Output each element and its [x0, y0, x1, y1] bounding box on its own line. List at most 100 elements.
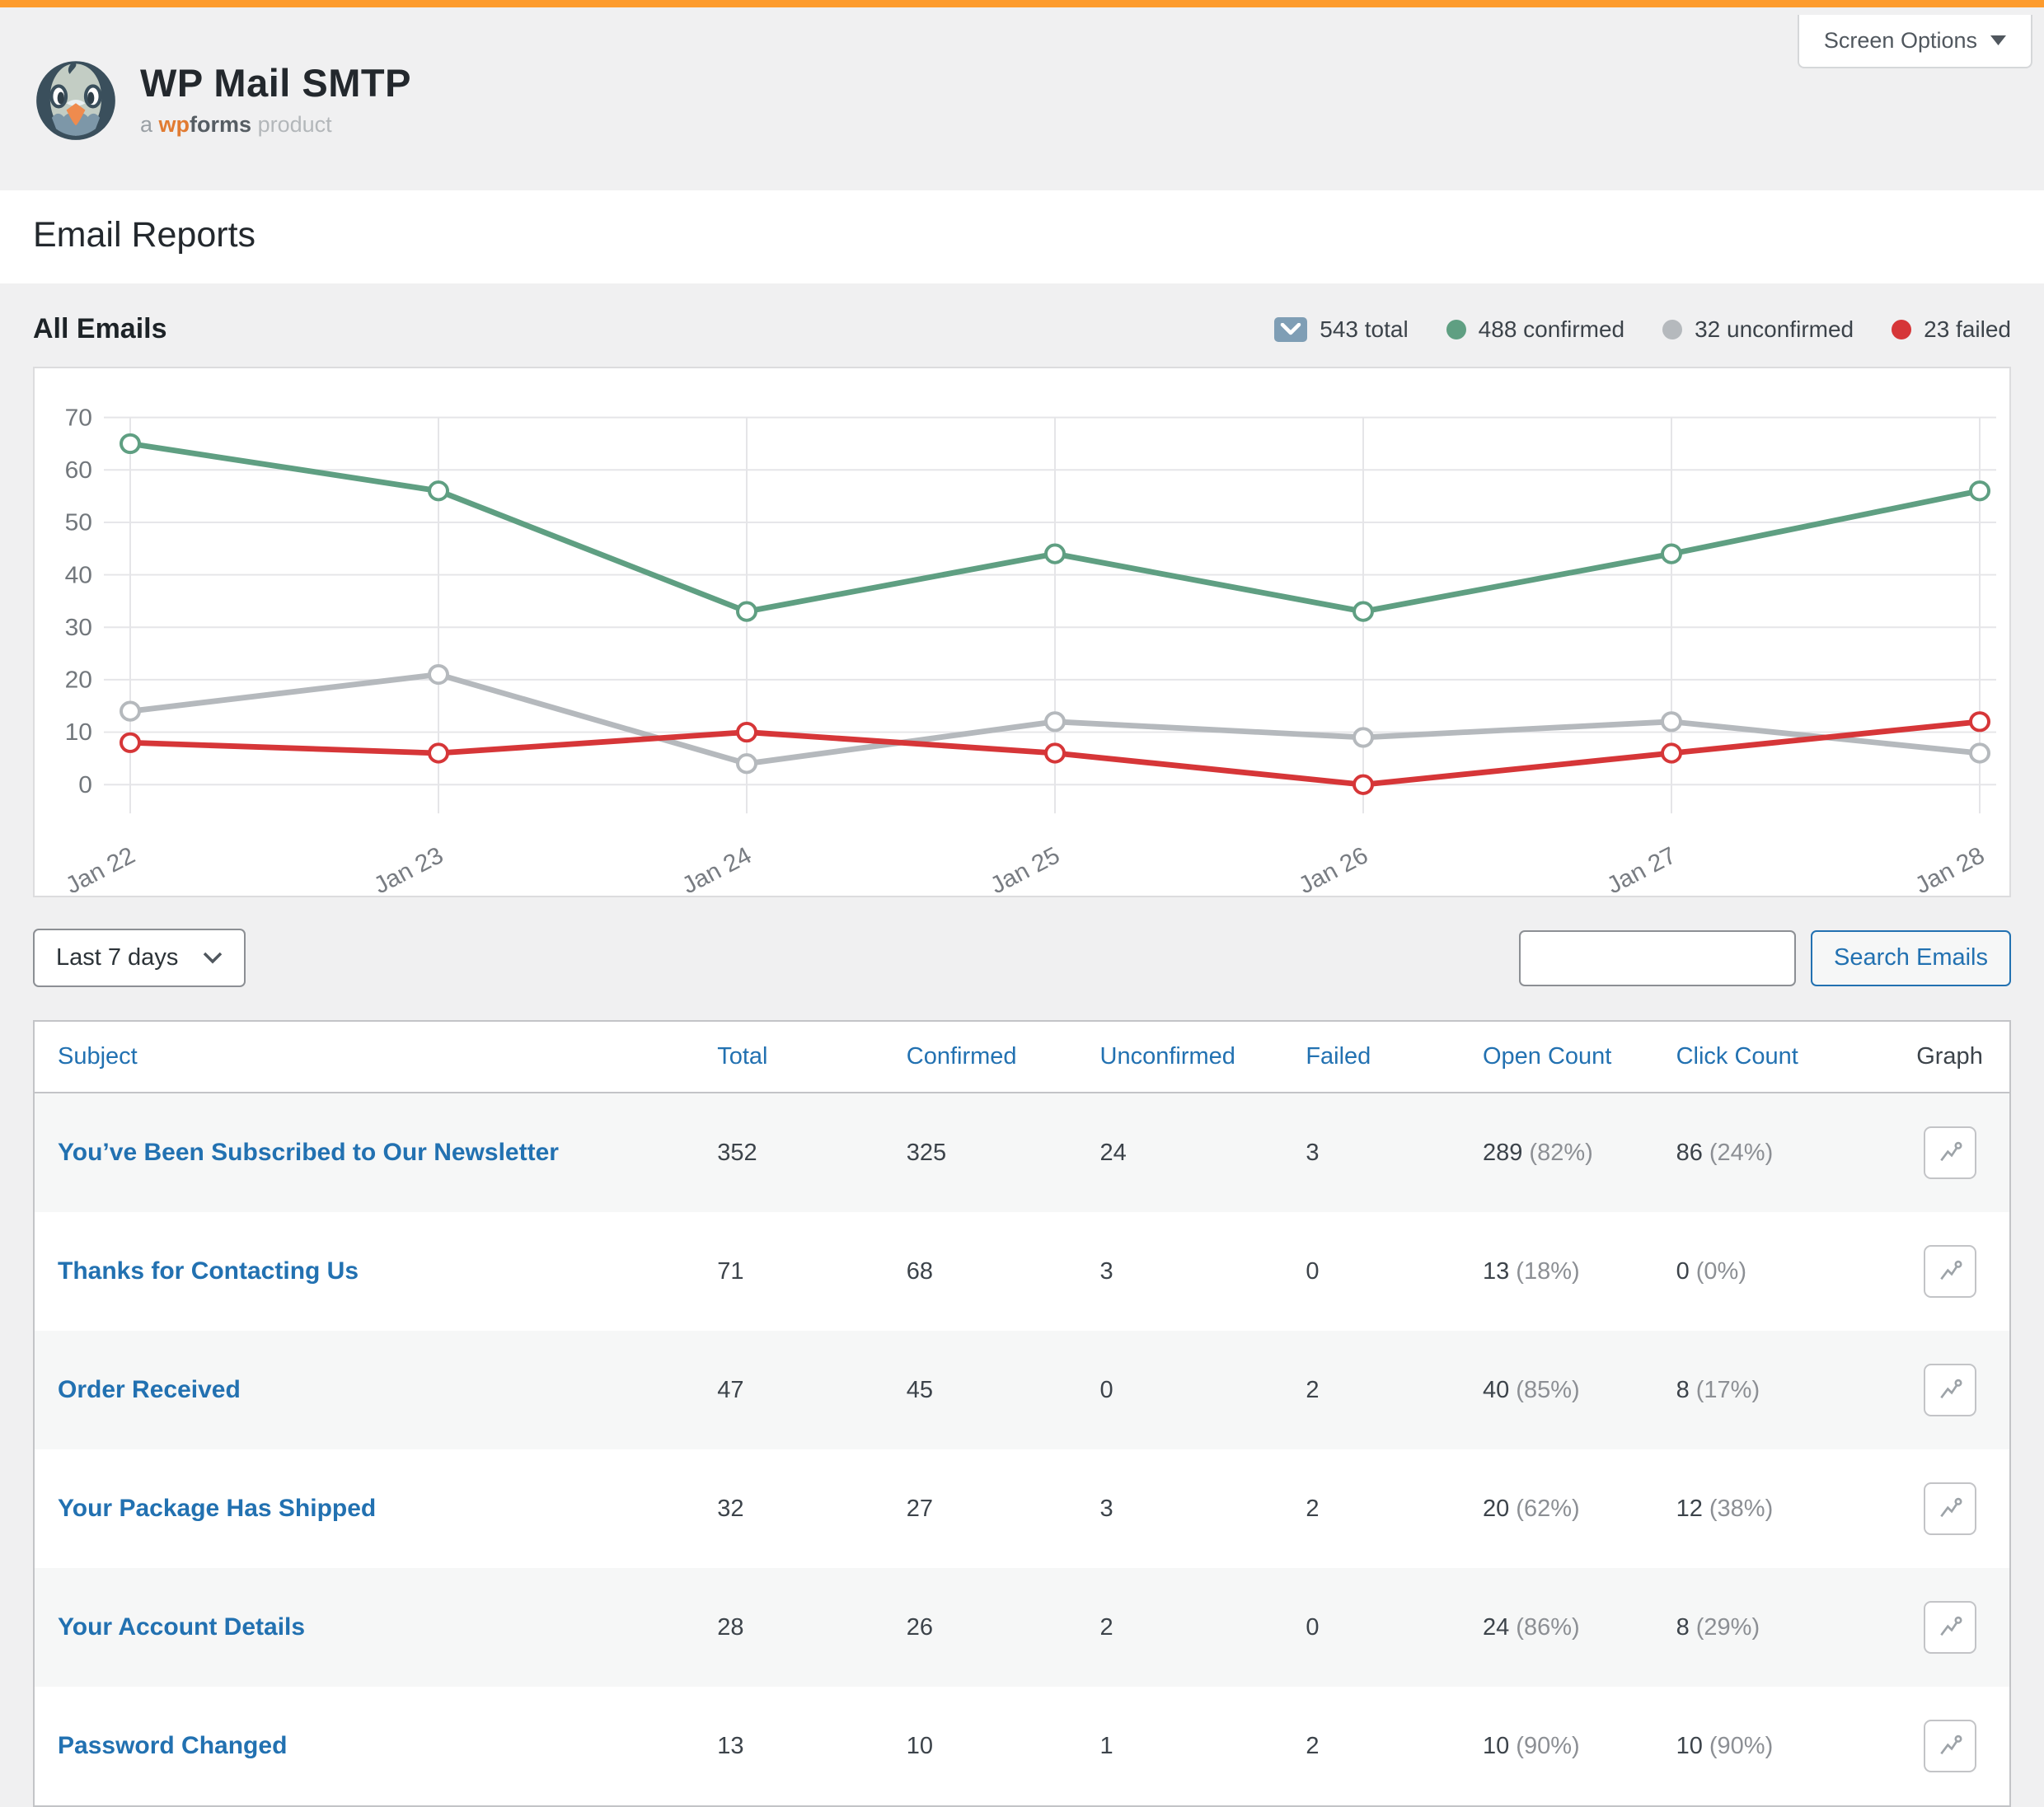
- section-title: All Emails: [33, 313, 167, 344]
- failed-cell: 2: [1306, 1732, 1320, 1759]
- confirmed-cell: 45: [906, 1376, 934, 1403]
- chart-point-unconfirmed[interactable]: [428, 663, 449, 686]
- screen-options-button[interactable]: Screen Options: [1797, 15, 2032, 68]
- chart-point-confirmed[interactable]: [1969, 480, 1990, 502]
- email-subject-link[interactable]: Thanks for Contacting Us: [58, 1257, 359, 1285]
- search-emails-button[interactable]: Search Emails: [1811, 929, 2011, 986]
- column-header-total[interactable]: Total: [709, 1022, 898, 1093]
- all-emails-chart[interactable]: 0 10 20 30 40 50 60 70 Jan 22 Jan 23 Jan 24 Jan 25 J…: [41, 382, 2003, 892]
- email-subject-link[interactable]: Your Account Details: [58, 1613, 306, 1641]
- chart-point-confirmed[interactable]: [1661, 543, 1682, 564]
- y-tick-label: 20: [65, 667, 92, 693]
- mini-graph-icon: [1939, 1260, 1962, 1280]
- click-count-cell: 8 (29%): [1676, 1613, 1760, 1641]
- chart-point-unconfirmed[interactable]: [1969, 742, 1990, 764]
- column-header-open-count[interactable]: Open Count: [1474, 1022, 1668, 1093]
- total-cell: 13: [717, 1732, 744, 1759]
- row-graph-button[interactable]: [1923, 1482, 1976, 1535]
- email-subject-link[interactable]: Password Changed: [58, 1732, 288, 1759]
- column-header-click-count[interactable]: Click Count: [1667, 1022, 1891, 1093]
- chart-point-failed[interactable]: [1044, 742, 1066, 764]
- envelope-icon: [1274, 316, 1308, 342]
- chart-point-confirmed[interactable]: [428, 480, 449, 502]
- subject-cell: Order Received: [35, 1331, 709, 1449]
- chart-point-confirmed[interactable]: [1044, 543, 1066, 564]
- chart-point-unconfirmed[interactable]: [736, 753, 757, 775]
- email-subject-link[interactable]: You’ve Been Subscribed to Our Newsletter: [58, 1139, 559, 1166]
- row-graph-button[interactable]: [1923, 1364, 1976, 1416]
- triangle-down-icon: [1990, 35, 2006, 45]
- unconfirmed-cell: 1: [1099, 1732, 1113, 1759]
- mini-graph-icon: [1939, 1141, 1962, 1162]
- row-graph-button[interactable]: [1923, 1245, 1976, 1298]
- open-count-cell: 13 (18%): [1482, 1257, 1580, 1285]
- email-subject-link[interactable]: Your Package Has Shipped: [58, 1495, 377, 1522]
- total-cell: 28: [717, 1613, 744, 1641]
- unconfirmed-dot-icon: [1662, 319, 1683, 339]
- open-count-cell: 40 (85%): [1482, 1376, 1580, 1403]
- subject-cell: Your Package Has Shipped: [35, 1449, 709, 1568]
- app-title: WP Mail SMTP: [140, 61, 411, 105]
- chart-point-failed[interactable]: [428, 742, 449, 764]
- page-title-band: Email Reports: [0, 190, 2044, 283]
- brand-forms: forms: [190, 112, 252, 137]
- chart-point-failed[interactable]: [1969, 711, 1990, 733]
- chart-point-unconfirmed[interactable]: [1353, 727, 1374, 748]
- confirmed-cell: 26: [906, 1613, 934, 1641]
- y-tick-label: 70: [65, 405, 92, 431]
- date-range-select[interactable]: Last 7 days: [33, 929, 246, 987]
- email-row: Your Account Details 28 26 2 0 24 (86%) 8 (29%…: [35, 1568, 2009, 1687]
- row-graph-button[interactable]: [1923, 1720, 1976, 1772]
- click-count-cell: 12 (38%): [1676, 1495, 1774, 1522]
- failed-cell: 2: [1306, 1495, 1320, 1522]
- column-header-subject[interactable]: Subject: [35, 1022, 710, 1093]
- confirmed-cell: 325: [906, 1139, 947, 1166]
- column-header-failed[interactable]: Failed: [1297, 1022, 1474, 1093]
- chart-point-failed[interactable]: [120, 732, 141, 753]
- chart-point-unconfirmed[interactable]: [1661, 711, 1682, 733]
- subject-cell: Thanks for Contacting Us: [35, 1212, 709, 1331]
- x-tick-label: Jan 22: [61, 842, 139, 892]
- chart-point-confirmed[interactable]: [1353, 601, 1374, 622]
- chart-point-failed[interactable]: [1353, 774, 1374, 795]
- confirmed-dot-icon: [1446, 319, 1466, 339]
- x-tick-label: Jan 25: [986, 842, 1064, 892]
- total-cell: 352: [717, 1139, 757, 1166]
- unconfirmed-cell: 2: [1099, 1613, 1113, 1641]
- legend-item-unconfirmed: 32 unconfirmed: [1662, 316, 1854, 343]
- click-count-cell: 86 (24%): [1676, 1139, 1774, 1166]
- legend-item-total: 543 total: [1274, 316, 1409, 343]
- row-graph-button[interactable]: [1923, 1601, 1976, 1654]
- unconfirmed-cell: 24: [1099, 1139, 1127, 1166]
- x-tick-label: Jan 26: [1294, 842, 1372, 892]
- total-cell: 71: [717, 1257, 744, 1285]
- chart-point-confirmed[interactable]: [736, 601, 757, 622]
- chart-point-confirmed[interactable]: [120, 433, 141, 455]
- wp-mail-smtp-logo: [33, 56, 119, 142]
- chart-point-unconfirmed[interactable]: [120, 700, 141, 722]
- column-header-unconfirmed[interactable]: Unconfirmed: [1091, 1022, 1298, 1093]
- y-tick-label: 0: [78, 771, 92, 798]
- chart-point-failed[interactable]: [1661, 742, 1682, 764]
- chart-legend: 543 total 488 confirmed 32 unconfirmed 2…: [1274, 316, 2011, 343]
- chart-point-unconfirmed[interactable]: [1044, 711, 1066, 733]
- email-reports-table: Subject Total Confirmed Unconfirmed Fail…: [35, 1022, 2009, 1805]
- row-graph-button[interactable]: [1923, 1126, 1976, 1179]
- graph-cell: [1890, 1568, 2009, 1687]
- email-row: Your Package Has Shipped 32 27 3 2 20 (62%) 12…: [35, 1449, 2009, 1568]
- unconfirmed-cell: 3: [1099, 1495, 1113, 1522]
- click-count-cell: 8 (17%): [1676, 1376, 1760, 1403]
- legend-label-confirmed: 488 confirmed: [1478, 316, 1625, 342]
- chart-point-failed[interactable]: [736, 721, 757, 743]
- search-input[interactable]: [1519, 929, 1797, 986]
- app-header: WP Mail SMTP a wpforms product Screen Op…: [0, 7, 2044, 190]
- unconfirmed-cell: 0: [1099, 1376, 1113, 1403]
- confirmed-cell: 27: [906, 1495, 934, 1522]
- x-tick-label: Jan 28: [1910, 842, 1989, 892]
- failed-cell: 0: [1306, 1613, 1320, 1641]
- subtitle-suffix: product: [257, 112, 332, 137]
- email-subject-link[interactable]: Order Received: [58, 1376, 241, 1403]
- total-cell: 32: [717, 1495, 744, 1522]
- email-table-body: You’ve Been Subscribed to Our Newsletter…: [35, 1093, 2009, 1805]
- column-header-confirmed[interactable]: Confirmed: [898, 1022, 1092, 1093]
